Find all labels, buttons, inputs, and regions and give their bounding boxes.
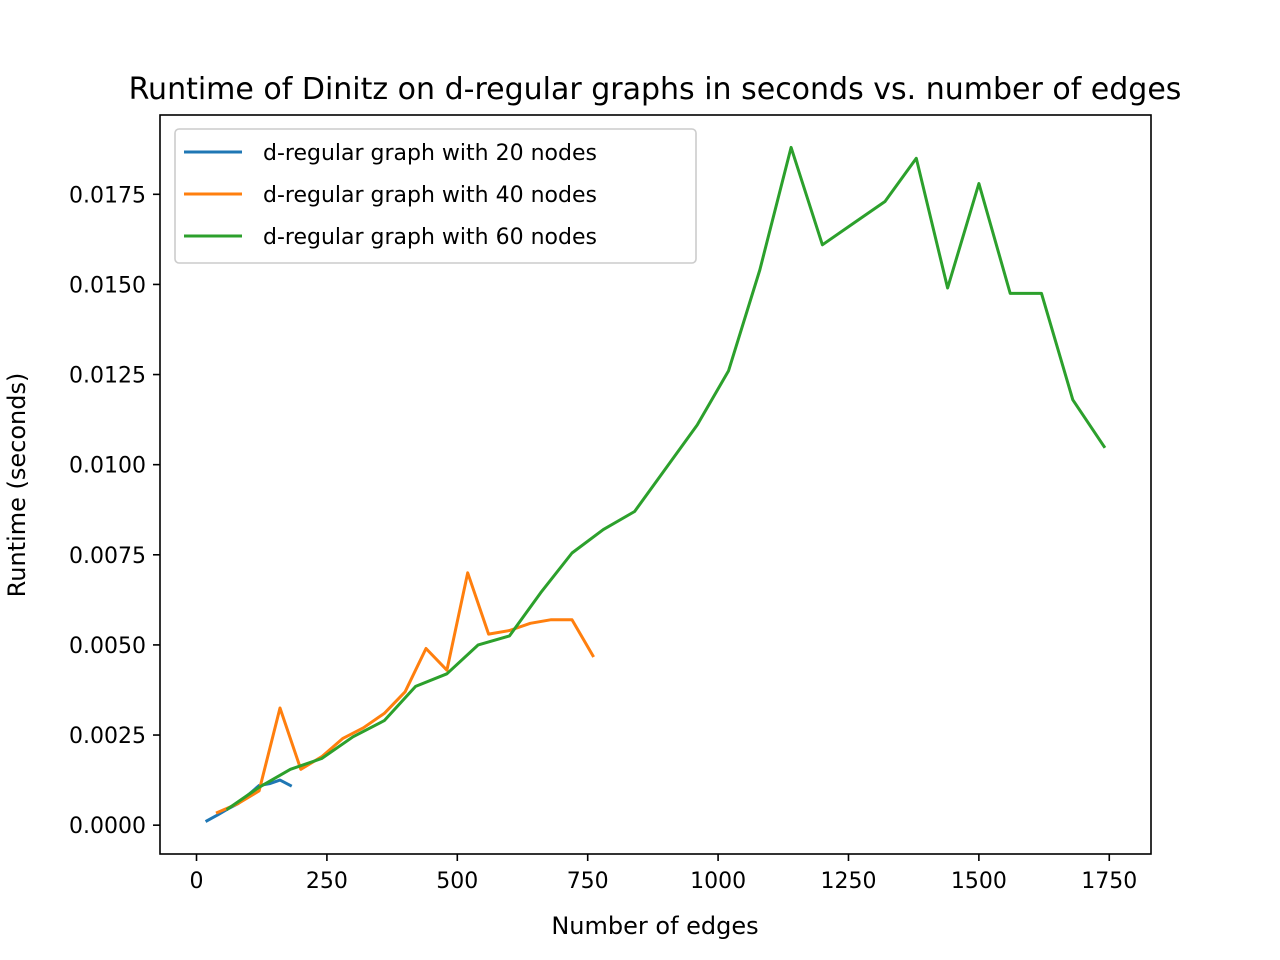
series-layer [204,145,1107,823]
legend-entry-2: d-regular graph with 40 nodes [263,183,597,208]
y-tick-label: 0.0100 [69,454,146,479]
y-tick-label: 0.0025 [69,724,146,749]
x-tick-label: 250 [306,869,348,894]
x-tick-label: 0 [190,869,204,894]
x-tick-label: 1750 [1081,869,1137,894]
y-tick-label: 0.0125 [69,364,146,389]
x-axis-label: Number of edges [551,912,758,940]
x-tick-label: 500 [436,869,478,894]
x-tick-label: 1000 [690,869,746,894]
series-line-3 [225,145,1107,811]
chart-title: Runtime of Dinitz on d-regular graphs in… [129,72,1182,107]
y-axis-label: Runtime (seconds) [3,373,31,598]
legend-box [174,128,697,264]
x-tick-label: 1250 [820,869,876,894]
x-tick-label: 1500 [951,869,1007,894]
series-line-1 [204,778,293,823]
legend-entry-1: d-regular graph with 20 nodes [263,141,597,166]
legend-entry-3: d-regular graph with 60 nodes [263,225,597,250]
series-line-2 [215,571,595,815]
y-axis: 0.0000 0.0025 0.0050 0.0075 0.0100 0.0125 0.01… [69,183,160,839]
y-tick-label: 0.0050 [69,634,146,659]
legend: d-regular graph with 20 nodes d-regular g… [174,128,697,264]
y-tick-label: 0.0075 [69,544,146,569]
y-tick-label: 0.0150 [69,273,146,298]
y-tick-label: 0.0175 [69,183,146,208]
x-axis: 0 250 500 750 1000 1250 1500 1750 [190,854,1137,894]
plot-frame [159,114,1152,855]
x-tick-label: 750 [567,869,609,894]
y-tick-label: 0.0000 [69,814,146,839]
